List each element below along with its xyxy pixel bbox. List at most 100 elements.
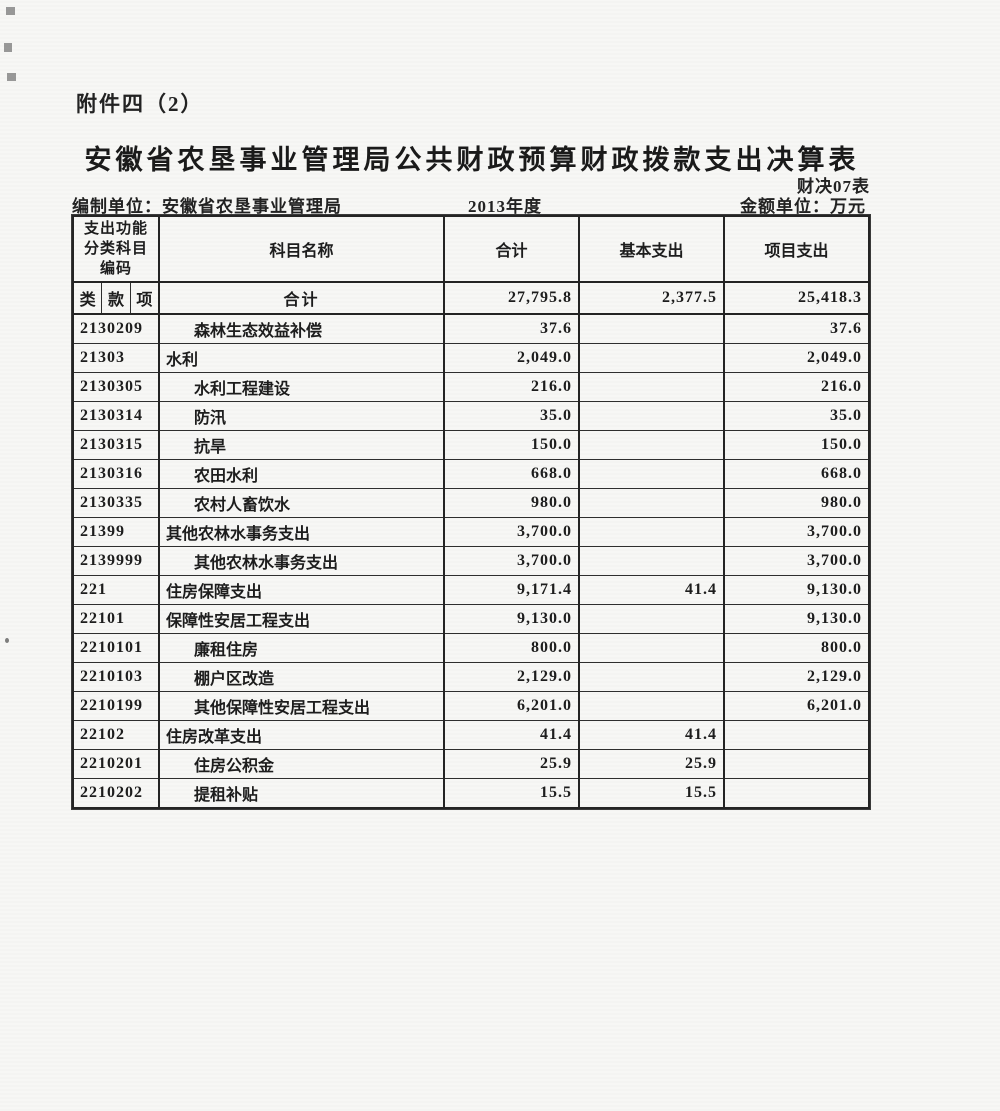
row-basic: 15.5	[578, 778, 725, 809]
table-body: 2130209 森林生态效益补偿 37.6 37.6 21303 水利 2,04…	[72, 313, 870, 809]
table-row: 2130305 水利工程建设 216.0 216.0	[72, 372, 870, 402]
row-basic	[578, 313, 725, 344]
subheader-class: 类	[79, 292, 96, 309]
row-basic	[578, 633, 725, 663]
scan-artifact	[6, 7, 15, 15]
row-total: 3,700.0	[443, 517, 580, 547]
row-total: 35.0	[443, 401, 580, 431]
row-basic	[578, 459, 725, 489]
row-name: 防汛	[158, 401, 445, 431]
row-name: 农村人畜饮水	[158, 488, 445, 518]
row-total: 2,049.0	[443, 343, 580, 373]
table-row: 2210103 棚户区改造 2,129.0 2,129.0	[72, 662, 870, 692]
row-name: 农田水利	[158, 459, 445, 489]
table-row: 22101 保障性安居工程支出 9,130.0 9,130.0	[72, 604, 870, 634]
row-project: 6,201.0	[723, 691, 870, 721]
prepared-by-label: 编制单位：	[72, 197, 162, 216]
row-name: 水利	[158, 343, 445, 373]
total-row-total: 27,795.8	[443, 281, 580, 315]
row-code: 2130316	[72, 459, 160, 489]
row-basic	[578, 401, 725, 431]
scan-artifact	[4, 43, 12, 52]
row-code: 22102	[72, 720, 160, 750]
table-row: 2130315 抗旱 150.0 150.0	[72, 430, 870, 460]
row-project: 3,700.0	[723, 517, 870, 547]
expenditure-table: 支出功能 分类科目 编码 科目名称 合计 基本支出 项目支出 类 款 项 合计 …	[71, 214, 871, 810]
prepared-by-value: 安徽省农垦事业管理局	[162, 197, 342, 216]
row-code: 2130314	[72, 401, 160, 431]
row-total: 6,201.0	[443, 691, 580, 721]
table-row: 2139999 其他农林水事务支出 3,700.0 3,700.0	[72, 546, 870, 576]
row-code: 2139999	[72, 546, 160, 576]
table-row: 2210199 其他保障性安居工程支出 6,201.0 6,201.0	[72, 691, 870, 721]
row-name: 棚户区改造	[158, 662, 445, 692]
row-code: 2130305	[72, 372, 160, 402]
row-code: 2210202	[72, 778, 160, 809]
row-basic	[578, 372, 725, 402]
row-basic	[578, 691, 725, 721]
table-subheader-row: 类 款 项 合计 27,795.8 2,377.5 25,418.3	[72, 281, 870, 315]
row-project: 9,130.0	[723, 604, 870, 634]
meta-row: 编制单位：安徽省农垦事业管理局 2013年度 金额单位：万元	[72, 192, 868, 216]
row-project	[723, 778, 870, 809]
row-total: 2,129.0	[443, 662, 580, 692]
total-row-label: 合计	[158, 281, 445, 315]
row-basic	[578, 343, 725, 373]
row-code: 2130209	[72, 313, 160, 344]
row-name: 森林生态效益补偿	[158, 313, 445, 344]
row-project: 800.0	[723, 633, 870, 663]
table-row: 2130314 防汛 35.0 35.0	[72, 401, 870, 431]
row-name: 水利工程建设	[158, 372, 445, 402]
row-name: 其他农林水事务支出	[158, 517, 445, 547]
table-row: 21303 水利 2,049.0 2,049.0	[72, 343, 870, 373]
row-total: 25.9	[443, 749, 580, 779]
row-project: 980.0	[723, 488, 870, 518]
row-name: 提租补贴	[158, 778, 445, 809]
row-code: 2130315	[72, 430, 160, 460]
row-total: 9,171.4	[443, 575, 580, 605]
row-code: 2210199	[72, 691, 160, 721]
row-total: 37.6	[443, 313, 580, 344]
row-total: 9,130.0	[443, 604, 580, 634]
row-total: 668.0	[443, 459, 580, 489]
header-project: 项目支出	[723, 215, 870, 283]
table-header-row: 支出功能 分类科目 编码 科目名称 合计 基本支出 项目支出	[72, 215, 870, 283]
row-name: 住房保障支出	[158, 575, 445, 605]
row-name: 住房公积金	[158, 749, 445, 779]
total-row-basic: 2,377.5	[578, 281, 725, 315]
row-basic	[578, 546, 725, 576]
header-code: 支出功能 分类科目 编码	[72, 215, 160, 283]
row-basic	[578, 517, 725, 547]
row-name: 保障性安居工程支出	[158, 604, 445, 634]
table-row: 22102 住房改革支出 41.4 41.4	[72, 720, 870, 750]
row-code: 2210103	[72, 662, 160, 692]
row-total: 216.0	[443, 372, 580, 402]
row-name: 其他农林水事务支出	[158, 546, 445, 576]
row-project: 35.0	[723, 401, 870, 431]
page-title: 安徽省农垦事业管理局公共财政预算财政拨款支出决算表	[84, 145, 860, 175]
row-name: 住房改革支出	[158, 720, 445, 750]
code-subheaders: 类 款 项	[72, 281, 160, 315]
row-code: 2210201	[72, 749, 160, 779]
row-project: 150.0	[723, 430, 870, 460]
row-project	[723, 749, 870, 779]
row-code: 221	[72, 575, 160, 605]
row-project: 37.6	[723, 313, 870, 344]
row-code: 21399	[72, 517, 160, 547]
row-name: 其他保障性安居工程支出	[158, 691, 445, 721]
row-project: 3,700.0	[723, 546, 870, 576]
fiscal-year: 2013年度	[468, 197, 542, 216]
row-name: 抗旱	[158, 430, 445, 460]
attachment-label: 附件四（2）	[76, 92, 204, 116]
row-code: 2130335	[72, 488, 160, 518]
header-name: 科目名称	[158, 215, 445, 283]
scan-artifact	[7, 73, 16, 81]
table-row: 2130209 森林生态效益补偿 37.6 37.6	[72, 313, 870, 344]
row-basic	[578, 604, 725, 634]
row-basic	[578, 662, 725, 692]
table-row: 2130335 农村人畜饮水 980.0 980.0	[72, 488, 870, 518]
row-basic: 41.4	[578, 575, 725, 605]
amount-unit-label: 金额单位：万元	[740, 197, 866, 216]
row-name: 廉租住房	[158, 633, 445, 663]
